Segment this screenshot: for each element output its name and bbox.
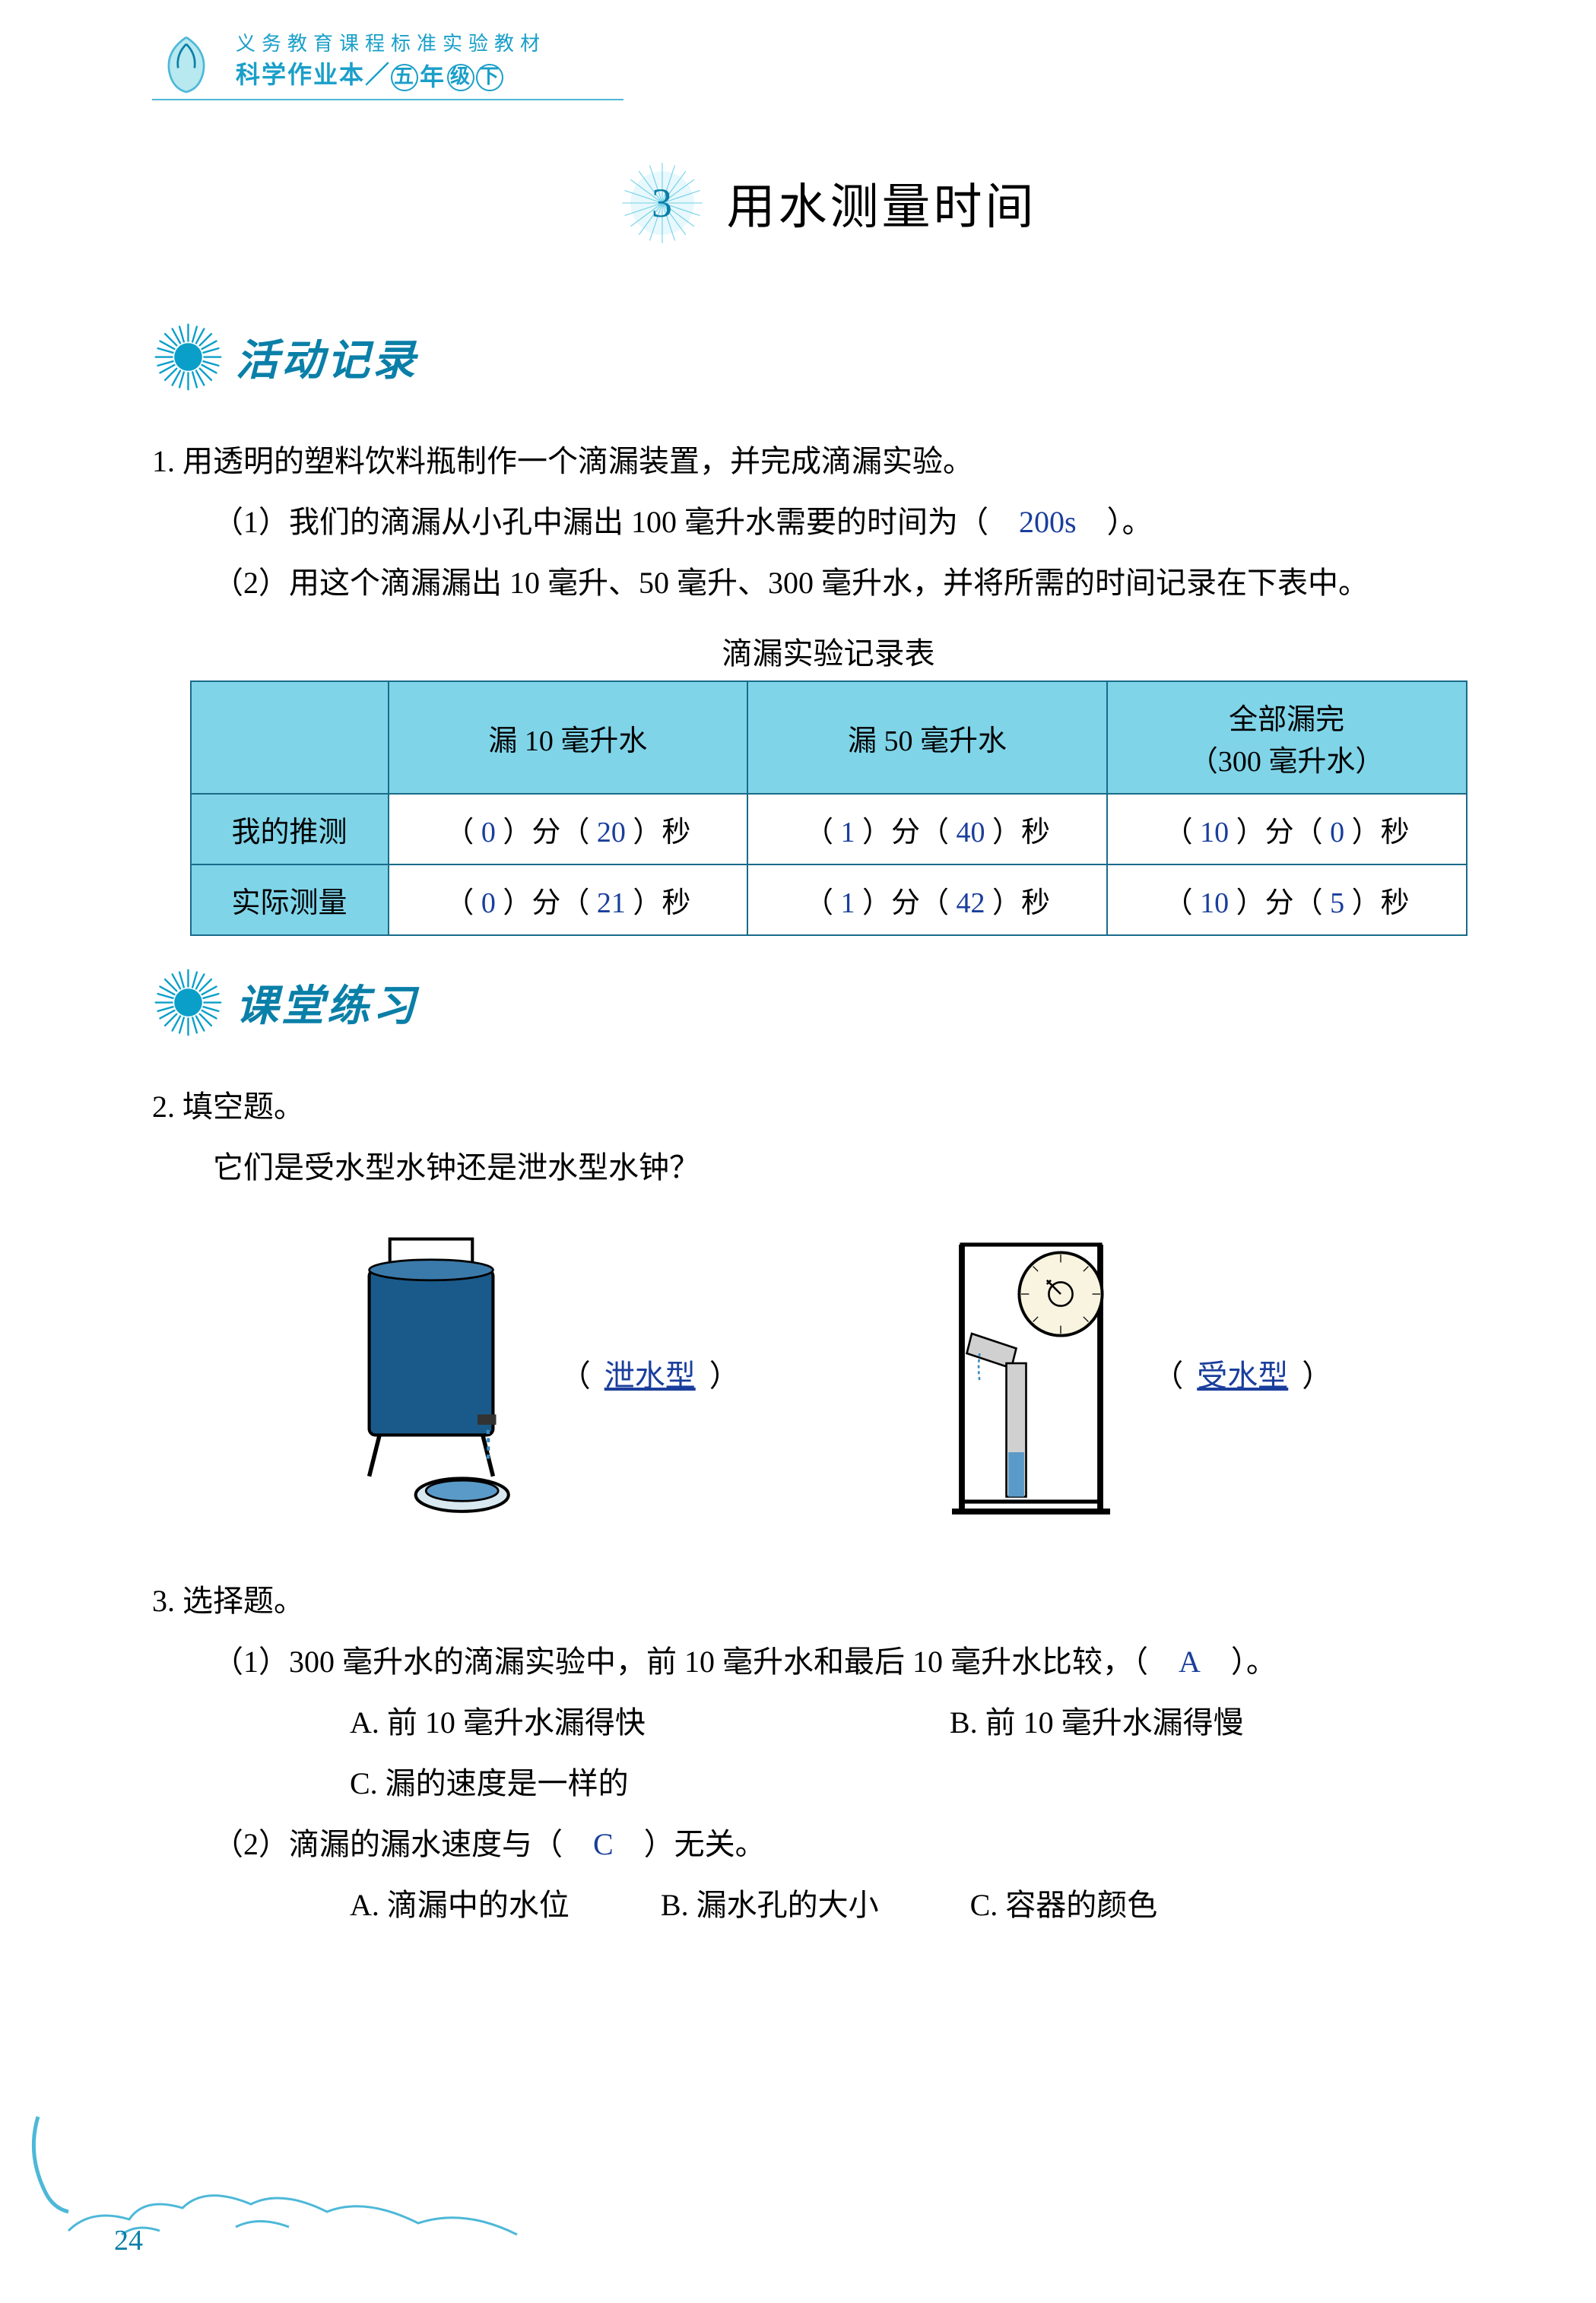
cloud-decoration-icon <box>23 2109 555 2261</box>
section-activity-record: 活动记录 <box>152 321 1505 393</box>
clock-outflow: （ 泄水型 ） <box>325 1229 740 1518</box>
sunburst-icon <box>152 321 224 393</box>
th-blank <box>191 681 389 794</box>
th-300ml: 全部漏完（300 毫升水） <box>1107 681 1467 794</box>
question-2-prompt: 它们是受水型水钟还是泄水型水钟？ <box>152 1137 1505 1198</box>
question-1: 1. 用透明的塑料饮料瓶制作一个滴漏装置，并完成滴漏实验。 <box>152 431 1505 492</box>
q3-1-choices: A. 前 10 毫升水漏得快 B. 前 10 毫升水漏得慢 <box>152 1692 1505 1753</box>
answer-1-1: 200s <box>1019 505 1077 539</box>
answer-3-1: A <box>1179 1645 1201 1679</box>
q3-1-optB: B. 前 10 毫升水漏得慢 <box>950 1692 1244 1753</box>
header-text: 义务教育课程标准实验教材 科学作业本／五年级下 <box>236 30 546 94</box>
outflow-clock-icon <box>325 1229 538 1518</box>
page-number: 24 <box>114 2224 143 2257</box>
page-header: 义务教育课程标准实验教材 科学作业本／五年级下 <box>152 30 623 100</box>
q3-2-optC: C. 容器的颜色 <box>970 1875 1158 1936</box>
question-3: 3. 选择题。 <box>152 1571 1505 1632</box>
water-clock-row: （ 泄水型 ） （ 受水型 ） <box>152 1221 1505 1525</box>
row2-label: 实际测量 <box>191 864 389 935</box>
answer-3-2: C <box>593 1827 614 1861</box>
table-caption: 滴漏实验记录表 <box>152 629 1505 673</box>
actual-c3: （ 10 ）分（ 5 ）秒 <box>1107 864 1467 935</box>
q3-2-optA: A. 滴漏中的水位 <box>350 1875 570 1936</box>
question-1-1: （1）我们的滴漏从小孔中漏出 100 毫升水需要的时间为（ 200s ）。 <box>152 492 1505 553</box>
row1-label: 我的推测 <box>191 794 389 864</box>
question-3-1: （1）300 毫升水的滴漏实验中，前 10 毫升水和最后 10 毫升水比较，（ … <box>152 1632 1505 1692</box>
predict-c1: （ 0 ）分（ 20 ）秒 <box>389 794 748 864</box>
row-actual: 实际测量 （ 0 ）分（ 21 ）秒 （ 1 ）分（ 42 ）秒 （ 10 ）分… <box>191 864 1467 935</box>
q3-1-optA: A. 前 10 毫升水漏得快 <box>350 1692 646 1753</box>
predict-c3: （ 10 ）分（ 0 ）秒 <box>1107 794 1467 864</box>
chapter-title: 3 用水测量时间 <box>152 161 1505 245</box>
header-subtitle: 义务教育课程标准实验教材 <box>236 30 546 58</box>
question-2: 2. 填空题。 <box>152 1077 1505 1137</box>
q3-1-optC: C. 漏的速度是一样的 <box>350 1753 629 1814</box>
sunburst-icon <box>152 966 224 1039</box>
actual-c1: （ 0 ）分（ 21 ）秒 <box>389 864 748 935</box>
logo-icon <box>152 30 221 99</box>
actual-c2: （ 1 ）分（ 42 ）秒 <box>747 864 1107 935</box>
section1-title: 活动记录 <box>236 326 418 388</box>
section-class-exercise: 课堂练习 <box>152 966 1505 1039</box>
experiment-table: 漏 10 毫升水 漏 50 毫升水 全部漏完（300 毫升水） 我的推测 （ 0… <box>190 680 1467 936</box>
th-10ml: 漏 10 毫升水 <box>389 681 748 794</box>
th-50ml: 漏 50 毫升水 <box>747 681 1107 794</box>
answer-2-2: （ 受水型 ） <box>1153 1351 1332 1395</box>
inflow-clock-icon <box>932 1221 1130 1525</box>
header-title: 科学作业本／五年级下 <box>236 58 546 94</box>
question-1-2: （2）用这个滴漏漏出 10 毫升、50 毫升、300 毫升水，并将所需的时间记录… <box>152 553 1505 614</box>
chapter-text: 用水测量时间 <box>727 168 1037 238</box>
predict-c2: （ 1 ）分（ 40 ）秒 <box>747 794 1107 864</box>
clock-inflow: （ 受水型 ） <box>932 1221 1332 1525</box>
q3-1-choices-2: C. 漏的速度是一样的 <box>152 1753 1505 1814</box>
answer-2-1: （ 泄水型 ） <box>560 1351 740 1395</box>
q3-2-choices: A. 滴漏中的水位 B. 漏水孔的大小 C. 容器的颜色 <box>152 1875 1505 1936</box>
section2-title: 课堂练习 <box>236 972 418 1033</box>
row-predict: 我的推测 （ 0 ）分（ 20 ）秒 （ 1 ）分（ 40 ）秒 （ 10 ）分… <box>191 794 1467 864</box>
q3-2-optB: B. 漏水孔的大小 <box>661 1875 879 1936</box>
question-3-2: （2）滴漏的漏水速度与（ C ）无关。 <box>152 1814 1505 1875</box>
chapter-number: 3 <box>652 179 672 227</box>
